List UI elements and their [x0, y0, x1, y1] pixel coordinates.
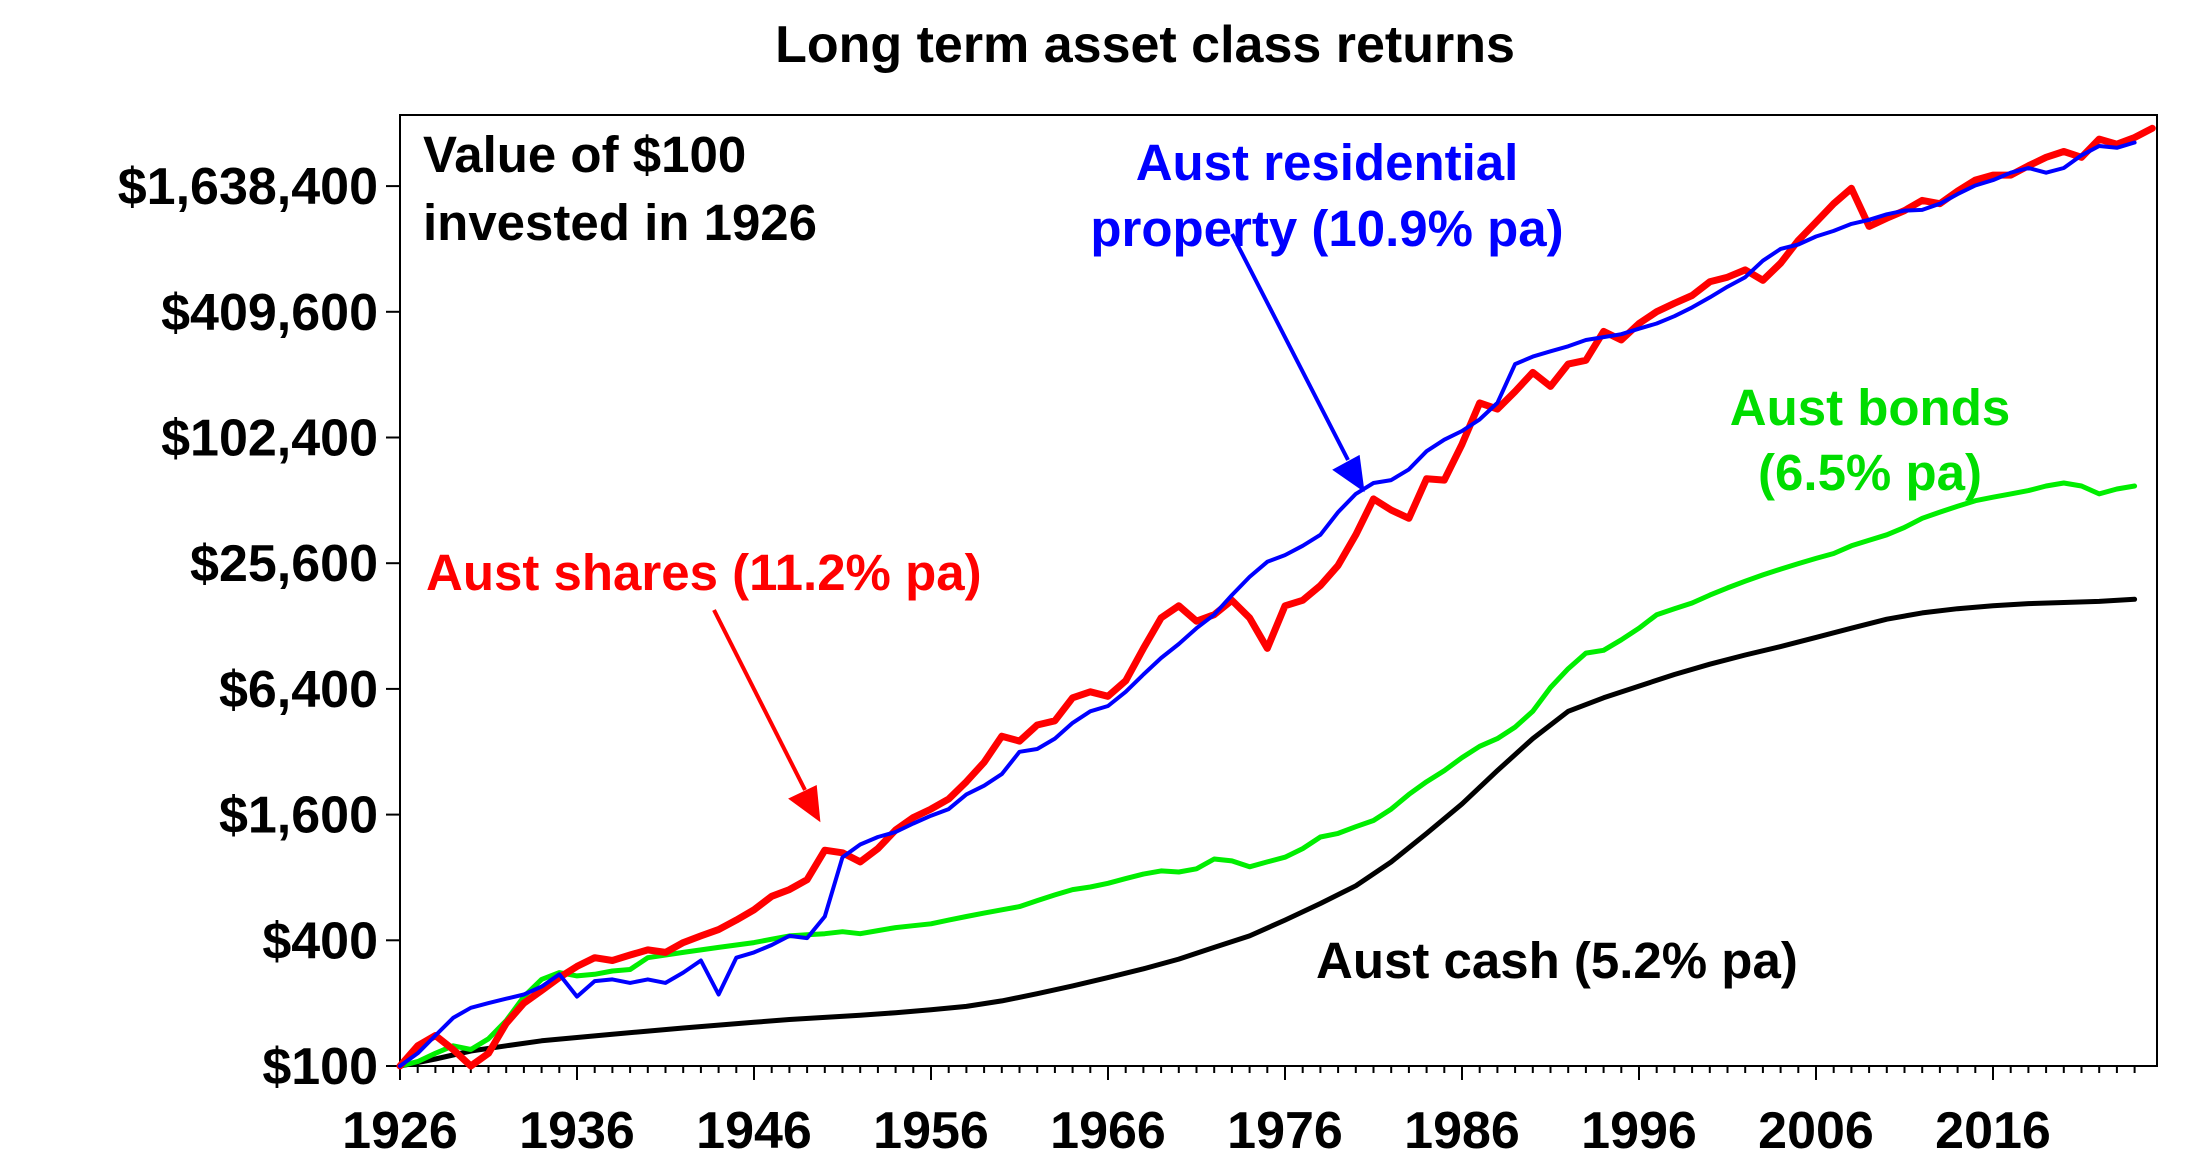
series-layer — [396, 124, 2156, 1070]
series-line-property — [398, 140, 2137, 1068]
x-tick-label: 1946 — [696, 1102, 812, 1160]
y-tick-label: $102,400 — [161, 410, 378, 468]
x-tick-label: 1996 — [1581, 1102, 1697, 1160]
y-tick-label: $100 — [262, 1038, 378, 1096]
x-tick-label: 1936 — [519, 1102, 635, 1160]
chart-title: Long term asset class returns — [775, 16, 1515, 74]
property-label-line2: property (10.9% pa) — [1090, 200, 1563, 257]
cash-label: Aust cash (5.2% pa) — [1316, 932, 1798, 989]
property-label-line1: Aust residential — [1136, 134, 1519, 191]
plot-area — [399, 114, 2158, 1067]
y-tick-label: $1,600 — [219, 787, 378, 845]
x-axis: 1926 1936 1946 1956 1966 1976 1986 1996 2006 2016 — [342, 1066, 2136, 1160]
x-tick-label: 1956 — [873, 1102, 989, 1160]
property-arrow — [1230, 233, 1365, 493]
y-tick-label: $1,638,400 — [118, 158, 378, 216]
value-note-line2: invested in 1926 — [423, 194, 817, 251]
x-tick-label: 1976 — [1227, 1102, 1343, 1160]
y-tick-label: $400 — [262, 912, 378, 970]
y-axis: $100 $400 $1,600 $6,400 $25,600 $102,400 $409,… — [118, 158, 400, 1096]
x-tick-label: 1926 — [342, 1102, 458, 1160]
series-line-shares — [396, 124, 2156, 1070]
x-tick-label: 2006 — [1758, 1102, 1874, 1160]
y-tick-label: $6,400 — [219, 661, 378, 719]
shares-label: Aust shares (11.2% pa) — [426, 544, 982, 601]
bonds-label-line1: Aust bonds — [1730, 379, 2010, 436]
bonds-label-line2: (6.5% pa) — [1758, 444, 1982, 501]
series-line-cash — [397, 596, 2138, 1069]
value-note-line1: Value of $100 — [423, 126, 746, 183]
y-tick-label: $25,600 — [190, 535, 378, 593]
x-tick-label: 2016 — [1935, 1102, 2051, 1160]
series-line-bonds — [397, 480, 2138, 1069]
x-tick-label: 1986 — [1404, 1102, 1520, 1160]
y-tick-label: $409,600 — [161, 284, 378, 342]
x-tick-label: 1966 — [1050, 1102, 1166, 1160]
shares-arrow — [712, 609, 821, 823]
